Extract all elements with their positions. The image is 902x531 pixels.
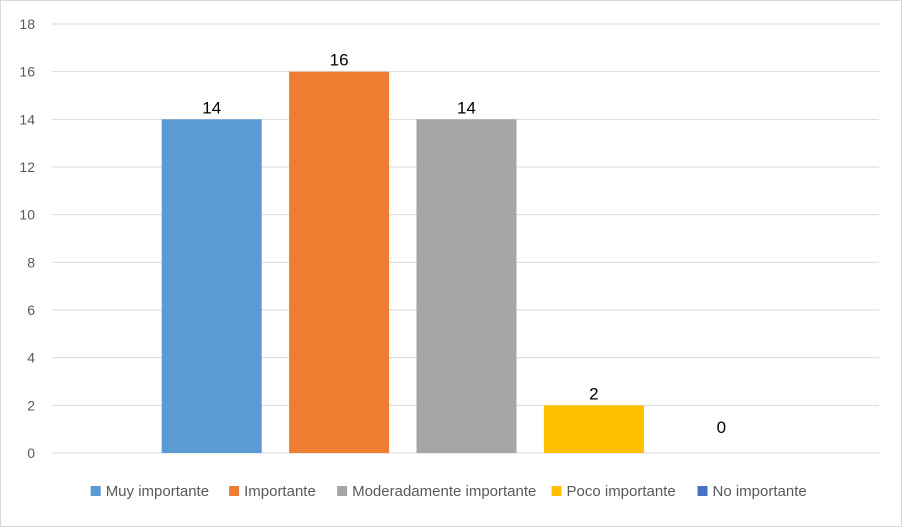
- legend-label: Muy importante: [106, 483, 209, 500]
- y-tick-label: 6: [27, 302, 35, 318]
- legend: Muy importante Importante Moderadamente im…: [90, 483, 807, 500]
- y-tick-label: 12: [19, 159, 35, 175]
- legend-label: Moderadamente importante: [352, 483, 536, 500]
- y-tick-label: 18: [19, 16, 35, 32]
- legend-item: Poco importante: [551, 483, 676, 500]
- data-label: 16: [330, 51, 349, 70]
- data-label: 0: [717, 418, 726, 437]
- data-label: 2: [589, 384, 598, 403]
- legend-swatch: [229, 486, 240, 496]
- y-tick-label: 10: [19, 207, 35, 223]
- y-tick-label: 0: [27, 445, 35, 461]
- y-tick-label: 8: [27, 254, 35, 270]
- legend-swatch: [90, 486, 101, 496]
- legend-swatch: [337, 486, 348, 496]
- legend-label: No importante: [713, 483, 807, 500]
- y-axis-tick-labels: 0 2 4 6 8 10 12 14 16 18: [19, 16, 35, 461]
- legend-label: Importante: [244, 483, 316, 500]
- bar: [289, 71, 390, 454]
- legend-item: Moderadamente importante: [337, 483, 536, 500]
- data-labels: 14 16 14 2 0: [202, 51, 726, 437]
- legend-swatch: [551, 486, 562, 496]
- y-tick-label: 14: [19, 111, 35, 127]
- y-tick-label: 2: [27, 397, 35, 413]
- legend-label: Poco importante: [567, 483, 676, 500]
- bar: [543, 405, 644, 453]
- data-label: 14: [457, 98, 476, 117]
- y-tick-label: 16: [19, 64, 35, 80]
- legend-swatch: [697, 486, 708, 496]
- legend-item: Muy importante: [90, 483, 209, 500]
- legend-item: No importante: [697, 483, 807, 500]
- bar: [161, 119, 262, 453]
- y-tick-label: 4: [27, 350, 35, 366]
- data-label: 14: [202, 98, 221, 117]
- legend-item: Importante: [229, 483, 316, 500]
- bar: [416, 119, 517, 453]
- bars: [161, 71, 644, 454]
